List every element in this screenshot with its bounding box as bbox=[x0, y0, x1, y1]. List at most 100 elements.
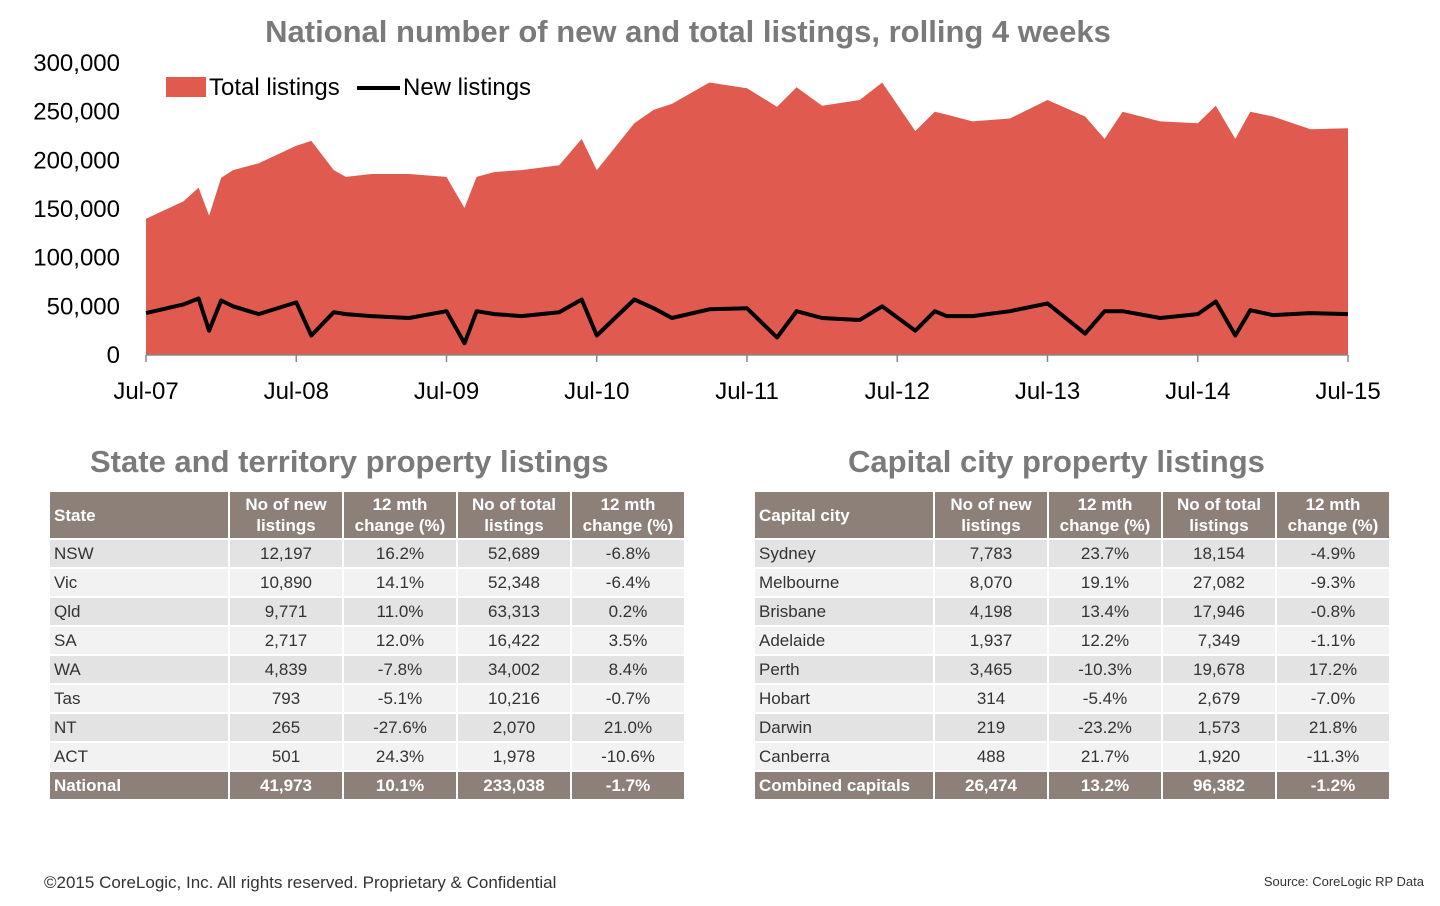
table-cell: 24.3% bbox=[342, 741, 458, 772]
table-cell: NT bbox=[48, 712, 230, 743]
table-cell: Tas bbox=[48, 683, 230, 714]
table-cell: 52,689 bbox=[456, 538, 572, 569]
listings-area-chart: 0 50,000 100,000 150,000 200,000 250,000 300,0… bbox=[33, 50, 1381, 405]
table-cell: 4,839 bbox=[228, 654, 344, 685]
table-cell: 12,197 bbox=[228, 538, 344, 569]
x-tick-label: Jul-09 bbox=[414, 378, 479, 405]
table-row: ACT 501 24.3% 1,978 -10.6% bbox=[48, 741, 686, 772]
x-axis-ticks: Jul-07 Jul-08 Jul-09 Jul-10 Jul-11 Jul-12 Jul-… bbox=[113, 355, 1381, 405]
table-header-row: Capital city No of new listings 12 mth c… bbox=[753, 490, 1391, 540]
legend-label-new: New listings bbox=[403, 74, 531, 101]
table-cell: Melbourne bbox=[753, 567, 935, 598]
table-cell: Perth bbox=[753, 654, 935, 685]
table-cell: -10.6% bbox=[570, 741, 686, 772]
chart-legend: Total listings New listings bbox=[166, 74, 531, 101]
table-cell: Darwin bbox=[753, 712, 935, 743]
table-cell: 265 bbox=[228, 712, 344, 743]
table-cell: Qld bbox=[48, 596, 230, 627]
footer-source: Source: CoreLogic RP Data bbox=[1263, 874, 1424, 889]
table-cell: 2,070 bbox=[456, 712, 572, 743]
table-row: SA 2,717 12.0% 16,422 3.5% bbox=[48, 625, 686, 656]
table-cell: 501 bbox=[228, 741, 344, 772]
y-tick-label: 50,000 bbox=[47, 293, 120, 320]
table-cell: -23.2% bbox=[1047, 712, 1163, 743]
table-row: Darwin 219 -23.2% 1,573 21.8% bbox=[753, 712, 1391, 743]
table-cell: 1,978 bbox=[456, 741, 572, 772]
table-cell: -7.8% bbox=[342, 654, 458, 685]
table-cell: -5.1% bbox=[342, 683, 458, 714]
header-new-change: 12 mth change (%) bbox=[342, 490, 458, 540]
state-listings-table: State No of new listings 12 mth change (… bbox=[48, 490, 686, 801]
header-total-change: 12 mth change (%) bbox=[1275, 490, 1391, 540]
table-cell: 314 bbox=[933, 683, 1049, 714]
header-state: State bbox=[48, 490, 230, 540]
table-cell: 1,920 bbox=[1161, 741, 1277, 772]
table-cell: 8.4% bbox=[570, 654, 686, 685]
legend-label-total: Total listings bbox=[209, 74, 340, 101]
table-cell: 52,348 bbox=[456, 567, 572, 598]
table-cell: Canberra bbox=[753, 741, 935, 772]
table-cell: 219 bbox=[933, 712, 1049, 743]
header-new-listings: No of new listings bbox=[228, 490, 344, 540]
table-cell: Sydney bbox=[753, 538, 935, 569]
header-total-listings: No of total listings bbox=[456, 490, 572, 540]
table-row: Perth 3,465 -10.3% 19,678 17.2% bbox=[753, 654, 1391, 685]
y-tick-label: 200,000 bbox=[33, 147, 120, 174]
table-row: WA 4,839 -7.8% 34,002 8.4% bbox=[48, 654, 686, 685]
x-tick-label: Jul-14 bbox=[1165, 378, 1230, 405]
header-total-listings: No of total listings bbox=[1161, 490, 1277, 540]
table-cell: 17.2% bbox=[1275, 654, 1391, 685]
table-cell: -10.3% bbox=[1047, 654, 1163, 685]
table-cell: 26,474 bbox=[933, 770, 1049, 801]
table-cell: -11.3% bbox=[1275, 741, 1391, 772]
y-axis-ticks: 0 50,000 100,000 150,000 200,000 250,000 300,0… bbox=[33, 50, 120, 369]
x-tick-label: Jul-15 bbox=[1315, 378, 1380, 405]
table-cell: ACT bbox=[48, 741, 230, 772]
table-cell: 12.2% bbox=[1047, 625, 1163, 656]
table-cell: National bbox=[48, 770, 230, 801]
y-tick-label: 250,000 bbox=[33, 99, 120, 126]
table-cell: 0.2% bbox=[570, 596, 686, 627]
table-row: Hobart 314 -5.4% 2,679 -7.0% bbox=[753, 683, 1391, 714]
table-cell: 7,349 bbox=[1161, 625, 1277, 656]
table-cell: 21.7% bbox=[1047, 741, 1163, 772]
table-cell: 10,216 bbox=[456, 683, 572, 714]
table-row: NT 265 -27.6% 2,070 21.0% bbox=[48, 712, 686, 743]
table-cell: 63,313 bbox=[456, 596, 572, 627]
table-cell: Adelaide bbox=[753, 625, 935, 656]
x-tick-label: Jul-08 bbox=[264, 378, 329, 405]
table-cell: 10.1% bbox=[342, 770, 458, 801]
table-cell: -5.4% bbox=[1047, 683, 1163, 714]
table-row: Sydney 7,783 23.7% 18,154 -4.9% bbox=[753, 538, 1391, 569]
table-row: Canberra 488 21.7% 1,920 -11.3% bbox=[753, 741, 1391, 772]
y-tick-label: 100,000 bbox=[33, 245, 120, 272]
table-cell: 19,678 bbox=[1161, 654, 1277, 685]
table-cell: 96,382 bbox=[1161, 770, 1277, 801]
x-tick-label: Jul-12 bbox=[865, 378, 930, 405]
table-cell: 2,679 bbox=[1161, 683, 1277, 714]
y-tick-label: 300,000 bbox=[33, 50, 120, 77]
table-cell: 13.2% bbox=[1047, 770, 1163, 801]
table-cell: 17,946 bbox=[1161, 596, 1277, 627]
table-cell: -1.7% bbox=[570, 770, 686, 801]
table-cell: -0.7% bbox=[570, 683, 686, 714]
table-cell: SA bbox=[48, 625, 230, 656]
state-table-title: State and territory property listings bbox=[90, 444, 609, 479]
table-cell: -1.1% bbox=[1275, 625, 1391, 656]
table-cell: 3.5% bbox=[570, 625, 686, 656]
x-tick-label: Jul-07 bbox=[113, 378, 178, 405]
table-row: Qld 9,771 11.0% 63,313 0.2% bbox=[48, 596, 686, 627]
table-cell: 21.8% bbox=[1275, 712, 1391, 743]
table-cell: Vic bbox=[48, 567, 230, 598]
table-cell: -4.9% bbox=[1275, 538, 1391, 569]
header-capital-city: Capital city bbox=[753, 490, 935, 540]
table-cell: 3,465 bbox=[933, 654, 1049, 685]
table-total-row: National 41,973 10.1% 233,038 -1.7% bbox=[48, 770, 686, 801]
table-cell: 7,783 bbox=[933, 538, 1049, 569]
table-cell: -9.3% bbox=[1275, 567, 1391, 598]
table-cell: 11.0% bbox=[342, 596, 458, 627]
x-tick-label: Jul-10 bbox=[564, 378, 629, 405]
table-cell: 19.1% bbox=[1047, 567, 1163, 598]
total-listings-area bbox=[146, 82, 1348, 355]
table-row: Melbourne 8,070 19.1% 27,082 -9.3% bbox=[753, 567, 1391, 598]
